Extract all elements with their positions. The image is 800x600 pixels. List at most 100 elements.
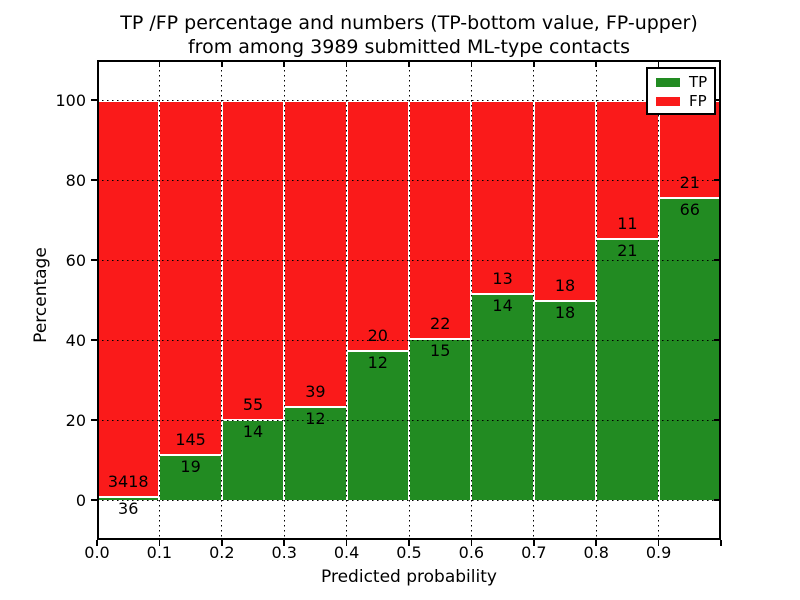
bar-fp: [409, 100, 472, 338]
y-tick: [91, 419, 97, 421]
bar-tp: [596, 237, 659, 500]
x-tick: [533, 540, 535, 546]
x-tick-top: [221, 60, 223, 67]
tp-count-label: 12: [305, 408, 326, 428]
y-tick-right: [714, 499, 721, 501]
bar-tp: [409, 337, 472, 500]
bar-fp: [471, 100, 534, 293]
tp-count-label: 19: [180, 456, 201, 476]
y-tick: [91, 179, 97, 181]
y-tick-right: [714, 259, 721, 261]
x-gridline: [221, 60, 223, 540]
y-tick-label: 20: [65, 411, 86, 430]
x-tick-top: [533, 60, 535, 67]
x-tick-label: 0.0: [84, 543, 110, 562]
tp-swatch: [656, 77, 680, 87]
x-tick: [720, 540, 722, 546]
tp-count-label: 15: [430, 340, 451, 360]
legend-item-label: TP: [689, 73, 708, 91]
chart-title-line2: from among 3989 submitted ML-type contac…: [187, 36, 631, 58]
y-tick: [91, 339, 97, 341]
bar-tp: [284, 405, 347, 500]
legend-item-label: FP: [689, 92, 707, 110]
fp-count-label: 11: [617, 213, 638, 233]
x-tick-top: [345, 60, 348, 67]
y-tick-label: 40: [65, 331, 86, 350]
bar-tp: [221, 418, 285, 500]
x-tick-top: [470, 60, 473, 67]
legend-item: FP: [656, 93, 714, 109]
fp-count-label: 18: [554, 276, 576, 295]
x-tick: [345, 540, 348, 546]
x-gridline: [470, 60, 472, 540]
x-tick: [96, 540, 98, 546]
x-tick: [283, 540, 285, 546]
x-tick-label: 0.6: [458, 543, 485, 562]
y-tick-right: [714, 339, 721, 341]
x-tick-top: [283, 60, 285, 67]
tp-count-label: 14: [242, 421, 264, 441]
chart-title: TP /FP percentage and numbers (TP-bottom…: [97, 11, 721, 59]
x-gridline: [283, 60, 285, 540]
bar-tp: [159, 453, 222, 500]
x-gridline: [408, 60, 410, 540]
bar-fp: [596, 100, 659, 238]
bar-tp: [471, 292, 534, 500]
fp-swatch: [656, 96, 680, 106]
x-tick: [595, 540, 597, 546]
bar-tp: [97, 495, 160, 500]
x-gridline: [346, 60, 348, 540]
x-tick-top: [158, 60, 161, 67]
x-tick: [408, 540, 410, 546]
bar-fp: [159, 100, 222, 454]
fp-count-label: 13: [492, 268, 513, 288]
fp-count-label: 55: [242, 394, 264, 414]
y-tick-label: 80: [65, 171, 86, 190]
tp-count-label: 14: [492, 295, 513, 315]
x-gridline: [158, 60, 160, 540]
fp-count-label: 3418: [107, 471, 149, 491]
y-tick: [91, 99, 97, 101]
x-tick-top: [408, 60, 410, 67]
fp-count-label: 20: [367, 326, 388, 345]
y-tick-label: 100: [55, 91, 86, 110]
tp-count-label: 36: [118, 498, 139, 518]
bar-tp: [658, 196, 721, 500]
y-tick-right: [714, 99, 721, 101]
tp-count-label: 21: [617, 240, 638, 260]
x-tick-label: 0.4: [333, 543, 360, 562]
y-tick-right: [714, 179, 721, 181]
x-gridline: [595, 60, 597, 540]
x-tick-label: 0.8: [583, 543, 609, 562]
y-tick-right: [714, 419, 721, 421]
bar-fp: [221, 100, 285, 419]
x-gridline: [533, 60, 535, 540]
x-tick: [221, 540, 223, 546]
bar-fp: [346, 100, 409, 350]
x-tick-top: [657, 60, 660, 67]
x-tick: [657, 540, 660, 546]
x-tick: [470, 540, 473, 546]
bar-fp: [97, 100, 160, 496]
fp-count-label: 39: [305, 381, 326, 401]
legend-item: TP: [656, 74, 714, 90]
y-tick: [91, 259, 97, 261]
tp-count-label: 12: [367, 353, 388, 372]
fp-count-label: 21: [679, 172, 700, 192]
y-tick: [91, 499, 97, 501]
bar-fp: [284, 100, 347, 406]
legend: TP FP: [646, 67, 716, 115]
y-tick-label: 0: [75, 491, 86, 510]
x-tick-label: 0.2: [209, 543, 235, 562]
y-tick-label: 60: [65, 251, 86, 270]
x-gridline: [658, 60, 660, 540]
bar-fp: [533, 100, 597, 300]
tp-count-label: 18: [554, 303, 576, 322]
x-tick-label: 0.3: [271, 543, 297, 562]
bar-tp: [346, 350, 409, 500]
x-tick-label: 0.1: [146, 543, 173, 562]
x-axis-label: Predicted probability: [321, 567, 497, 587]
y-axis-label: Percentage: [31, 247, 51, 343]
bar-tp: [533, 300, 597, 500]
